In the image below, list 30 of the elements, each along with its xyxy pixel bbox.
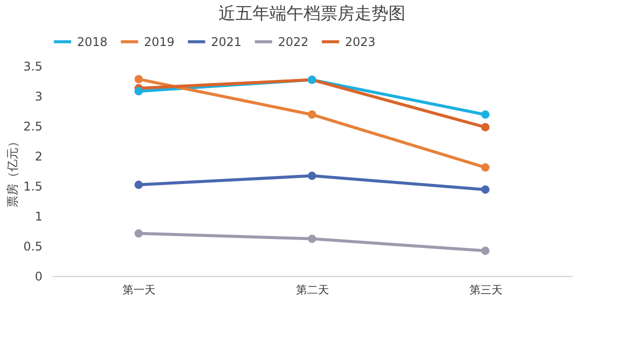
x-tick-label: 第二天 bbox=[296, 284, 329, 296]
point bbox=[481, 163, 490, 172]
y-tick-label: 2.5 bbox=[23, 120, 42, 134]
point bbox=[134, 229, 143, 238]
y-tick-label: 0.5 bbox=[23, 240, 42, 254]
x-tick-label: 第一天 bbox=[122, 284, 156, 296]
point bbox=[481, 185, 490, 194]
y-tick-label: 2 bbox=[34, 150, 42, 164]
x-tick-label: 第三天 bbox=[469, 284, 502, 296]
point bbox=[308, 172, 316, 180]
point bbox=[481, 123, 490, 132]
chart-title: 近五年端午档票房走势图 bbox=[218, 4, 406, 24]
y-tick-label: 1.5 bbox=[23, 180, 42, 194]
legend-label: 2019 bbox=[144, 34, 175, 49]
point bbox=[308, 234, 316, 243]
y-tick-label: 3 bbox=[34, 90, 42, 104]
point bbox=[134, 87, 143, 96]
legend-label: 2022 bbox=[278, 34, 309, 49]
legend-label: 2023 bbox=[345, 34, 376, 49]
y-tick-label: 0 bbox=[34, 270, 42, 284]
y-tick-label: 3.5 bbox=[23, 60, 42, 74]
legend-label: 2018 bbox=[77, 34, 108, 49]
point bbox=[481, 110, 490, 119]
legend-label: 2021 bbox=[211, 34, 242, 49]
point bbox=[308, 110, 316, 119]
y-axis-title: 票房（亿元） bbox=[5, 136, 20, 208]
point bbox=[134, 180, 143, 189]
point bbox=[134, 75, 143, 84]
point bbox=[481, 246, 490, 255]
y-tick-label: 1 bbox=[34, 210, 42, 224]
